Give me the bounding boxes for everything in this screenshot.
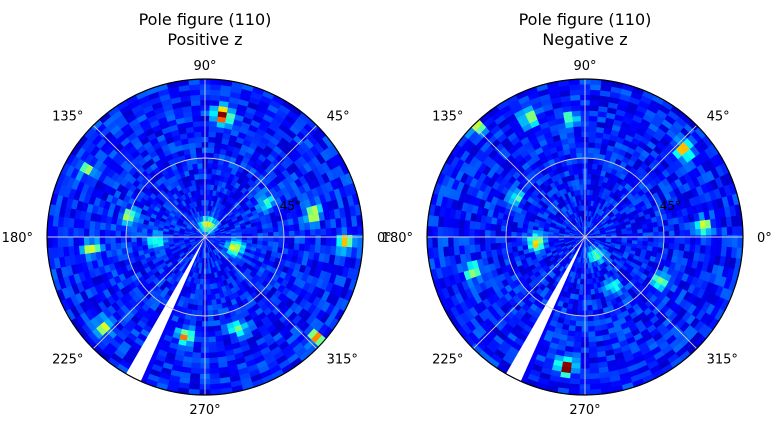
chart-title: Pole figure (110) — [139, 10, 272, 29]
chart-title: Pole figure (110) — [519, 10, 652, 29]
polar-spine — [46, 78, 364, 396]
chart-subtitle: Positive z — [167, 30, 242, 49]
angular-gridline — [92, 124, 206, 238]
angular-gridline — [584, 124, 698, 238]
theta-tick-label: 45° — [327, 109, 350, 124]
chart-subtitle: Negative z — [542, 30, 627, 49]
angular-gridline — [204, 236, 318, 350]
masked-wedge — [126, 237, 205, 382]
theta-tick-label: 135° — [432, 109, 463, 124]
theta-tick-label: 0° — [757, 231, 772, 246]
theta-tick-label: 90° — [573, 59, 596, 74]
radial-tick-label: 45° — [660, 199, 681, 213]
theta-tick-label: 135° — [52, 109, 83, 124]
pole-figure-positive-z: Pole figure (110) Positive z 0° 45° 90° 135… — [2, 10, 392, 418]
masked-wedge — [506, 237, 585, 382]
angular-gridline — [584, 236, 698, 350]
theta-tick-label: 270° — [189, 403, 220, 418]
theta-tick-label: 180° — [382, 231, 413, 246]
angular-gridline — [92, 236, 206, 350]
theta-tick-label: 270° — [569, 403, 600, 418]
pole-figure-negative-z: Pole figure (110) Negative z 0° 45° 90° 135… — [382, 10, 772, 418]
theta-tick-label: 90° — [193, 59, 216, 74]
intensity-map — [427, 79, 743, 395]
polar-grid — [47, 79, 363, 395]
theta-tick-label: 225° — [432, 353, 463, 368]
polar-grid — [427, 79, 743, 395]
theta-tick-label: 45° — [707, 109, 730, 124]
angular-gridline — [472, 124, 586, 238]
theta-tick-label: 0° — [377, 231, 392, 246]
theta-tick-label: 180° — [2, 231, 33, 246]
angular-gridline — [472, 236, 586, 350]
polar-spine — [426, 78, 744, 396]
intensity-map — [47, 79, 363, 395]
radial-tick-label: 45° — [280, 199, 301, 213]
angular-gridline — [204, 124, 318, 238]
theta-tick-label: 315° — [707, 353, 738, 368]
theta-tick-label: 315° — [327, 353, 358, 368]
theta-tick-label: 225° — [52, 353, 83, 368]
